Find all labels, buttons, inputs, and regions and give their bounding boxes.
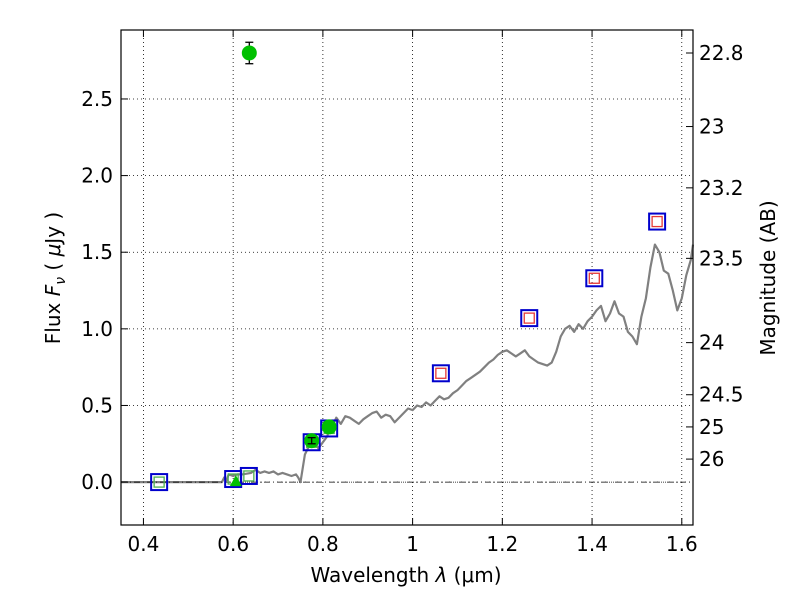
y-axis-label-sub: ν: [53, 277, 69, 285]
observed-point: [321, 419, 337, 435]
model-photometry-square: [585, 269, 604, 288]
x-axis-label-prefix: Wavelength: [310, 563, 435, 587]
x-axis-label-symbol: λ: [434, 563, 447, 587]
model-photometry-inner-square: [651, 215, 663, 228]
y-tick-label: 2.0: [81, 164, 113, 188]
y-axis-label-prefix: Flux: [41, 296, 65, 344]
magnitude-tick-label: 22.8: [699, 41, 744, 65]
y-tick-label: 2.5: [81, 87, 113, 111]
magnitude-tick-label: 25: [699, 415, 724, 439]
x-axis-label: Wavelength λ (μm): [310, 563, 501, 587]
x-tick-label: 0.4: [128, 532, 160, 556]
x-axis-label-unit: (μm): [447, 563, 501, 587]
y-tick-label: 0.0: [81, 470, 113, 494]
magnitude-tick-label: 24.5: [699, 383, 744, 407]
magnitude-tick-label: 23: [699, 115, 724, 139]
plot-frame: [120, 29, 694, 526]
y-axis-label-mu: μ: [41, 244, 65, 258]
x-tick-label: 1.2: [486, 532, 518, 556]
y-axis-label-open: (: [41, 256, 65, 277]
model-photometry-square: [239, 466, 258, 485]
y-tick-label: 1.0: [81, 317, 113, 341]
model-spectrum: [121, 243, 695, 484]
y-axis-label: Flux Fν ( μJy ): [41, 212, 69, 344]
y-axis-label-symbol: F: [41, 284, 65, 296]
magnitude-tick-label: 23.5: [699, 246, 744, 270]
model-photometry-inner-square: [435, 367, 447, 379]
model-photometry-inner-square: [588, 272, 600, 284]
y-axis-label-rest: Jy ): [41, 212, 65, 246]
model-photometry-inner-square: [153, 476, 165, 488]
x-tick-label: 1: [406, 532, 419, 556]
magnitude-tick-label: 26: [699, 447, 724, 471]
observed-point: [241, 45, 257, 61]
y-tick-label: 1.5: [81, 240, 113, 264]
model-photometry-square: [431, 364, 450, 383]
y2-axis-label: Magnitude (AB): [756, 200, 780, 355]
model-photometry-square: [648, 212, 667, 231]
magnitude-tick-label: 24: [699, 331, 724, 355]
x-tick-label: 1.4: [576, 532, 608, 556]
x-tick-label: 0.6: [217, 532, 249, 556]
magnitude-tick-label: 23.2: [699, 176, 744, 200]
model-photometry-inner-square: [243, 470, 255, 482]
upper-limit-triangle: [229, 475, 242, 487]
axis-ticks: 0.4 0.6 0.8 1 1.2 1.4 1.6 0.0 0.5 1.0 1.5 2.0 2.5 22.…: [81, 30, 744, 556]
model-spectrum-line: [121, 243, 695, 484]
data-marks: [150, 41, 667, 492]
grid-lines: [121, 30, 693, 525]
y-tick-label: 0.5: [81, 393, 113, 417]
model-photometry-square: [150, 473, 169, 492]
x-tick-label: 1.6: [666, 532, 698, 556]
model-photometry-square: [520, 309, 539, 328]
model-photometry-inner-square: [523, 312, 535, 324]
x-tick-label: 0.8: [307, 532, 339, 556]
